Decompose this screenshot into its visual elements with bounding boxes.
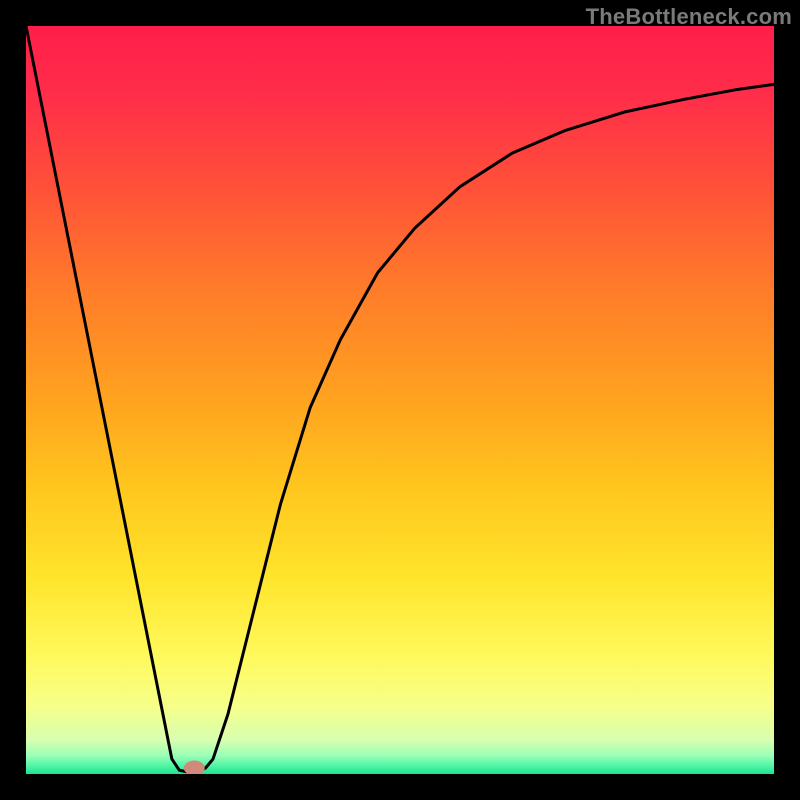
watermark-text: TheBottleneck.com [586,4,792,30]
heatmap-gradient-background [26,26,774,774]
chart-root: TheBottleneck.com [0,0,800,800]
plot-area [26,26,774,774]
